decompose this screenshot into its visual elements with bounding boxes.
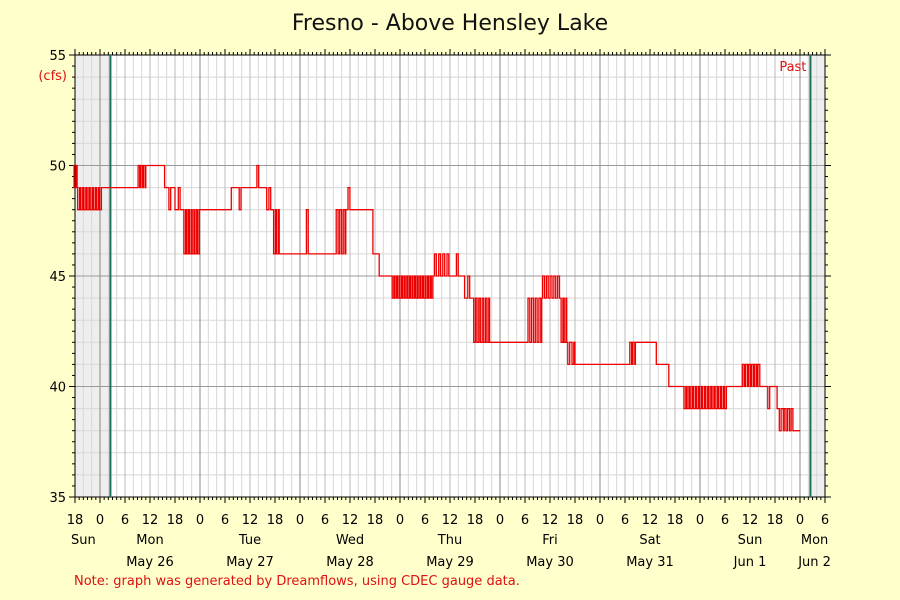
x-hour-label: 18 <box>767 513 784 528</box>
x-hour-label: 18 <box>67 513 84 528</box>
x-hour-label: 0 <box>596 513 604 528</box>
x-day-label: Fri <box>542 533 558 548</box>
x-hour-label: 6 <box>321 513 329 528</box>
x-day-label: Mon <box>801 533 828 548</box>
plot-border <box>74 54 826 498</box>
flow-series-line <box>72 164 800 432</box>
y-tick-label: 55 <box>49 49 66 64</box>
x-hour-label: 0 <box>696 513 704 528</box>
x-hour-label: 12 <box>742 513 759 528</box>
source-note: Note: graph was generated by Dreamflows,… <box>74 574 520 589</box>
x-hour-label: 12 <box>142 513 159 528</box>
x-hour-label: 18 <box>267 513 284 528</box>
x-hour-label: 12 <box>442 513 459 528</box>
x-hour-label: 18 <box>467 513 484 528</box>
x-hour-label: 12 <box>642 513 659 528</box>
x-date-label: May 31 <box>626 555 674 570</box>
x-day-label: Thu <box>437 533 462 548</box>
x-hour-label: 0 <box>796 513 804 528</box>
x-date-label: May 26 <box>126 555 174 570</box>
x-hour-label: 18 <box>567 513 584 528</box>
x-date-label: Jun 1 <box>733 555 767 570</box>
x-hour-label: 6 <box>121 513 129 528</box>
x-hour-label: 12 <box>542 513 559 528</box>
chart-title: Fresno - Above Hensley Lake <box>291 11 609 36</box>
x-hour-label: 6 <box>221 513 229 528</box>
x-hour-label: 0 <box>96 513 104 528</box>
x-hour-label: 12 <box>342 513 359 528</box>
y-unit-label: (cfs) <box>38 69 67 84</box>
past-label: Past <box>779 60 806 75</box>
x-hour-label: 6 <box>621 513 629 528</box>
x-hour-label: 0 <box>196 513 204 528</box>
x-date-label: May 29 <box>426 555 474 570</box>
x-hour-label: 6 <box>821 513 829 528</box>
x-hour-label: 12 <box>242 513 259 528</box>
x-day-label: Sun <box>71 533 96 548</box>
x-hour-label: 6 <box>421 513 429 528</box>
x-hour-label: 0 <box>496 513 504 528</box>
y-tick-label: 40 <box>49 381 66 396</box>
x-day-label: Mon <box>136 533 163 548</box>
x-hour-label: 6 <box>721 513 729 528</box>
x-day-label: Tue <box>238 533 261 548</box>
x-hour-label: 0 <box>296 513 304 528</box>
x-hour-label: 18 <box>167 513 184 528</box>
x-date-label: May 28 <box>326 555 374 570</box>
x-date-label: May 30 <box>526 555 574 570</box>
x-day-label: Sun <box>738 533 763 548</box>
x-hour-label: 0 <box>396 513 404 528</box>
x-date-label: May 27 <box>226 555 274 570</box>
x-day-label: Wed <box>336 533 364 548</box>
x-hour-label: 18 <box>367 513 384 528</box>
x-hour-label: 18 <box>667 513 684 528</box>
x-hour-label: 6 <box>521 513 529 528</box>
y-tick-label: 35 <box>49 491 66 506</box>
y-tick-label: 50 <box>49 160 66 175</box>
x-date-label: Jun 2 <box>797 555 831 570</box>
x-day-label: Sat <box>639 533 660 548</box>
y-tick-label: 45 <box>49 270 66 285</box>
